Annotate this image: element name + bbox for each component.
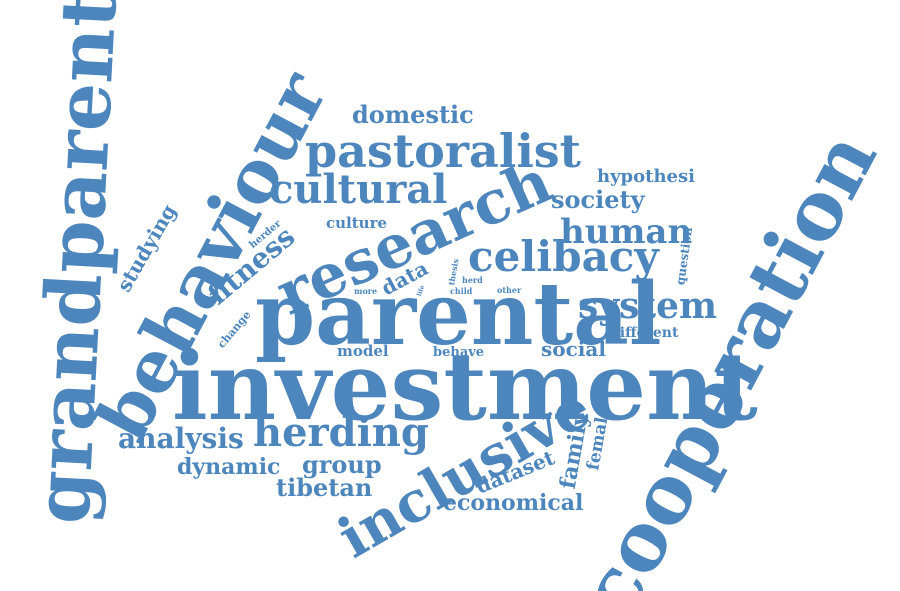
- word-cultural: cultural: [269, 170, 447, 210]
- word-herd: herd: [462, 276, 483, 284]
- word-behave: behave: [433, 346, 484, 359]
- word-different: different: [610, 326, 678, 340]
- word-model: model: [337, 344, 389, 359]
- word-economical: economical: [443, 492, 583, 514]
- word-society: society: [551, 188, 645, 212]
- word-tibetan: tibetan: [276, 476, 372, 500]
- word-social: social: [541, 339, 606, 359]
- word-human: human: [560, 215, 692, 249]
- word-herding: herding: [253, 413, 429, 453]
- word-other: other: [497, 286, 521, 294]
- word-dynamic: dynamic: [177, 456, 280, 478]
- word-more: more: [354, 287, 377, 295]
- word-grandparent: grandparent: [24, 0, 128, 526]
- word-analysis: analysis: [118, 425, 244, 453]
- word-system: system: [578, 288, 717, 324]
- word-culture: culture: [326, 216, 387, 231]
- word-child: child: [450, 287, 472, 295]
- word-hypothesi: hypothesi: [597, 168, 695, 186]
- word-domestic: domestic: [352, 103, 474, 127]
